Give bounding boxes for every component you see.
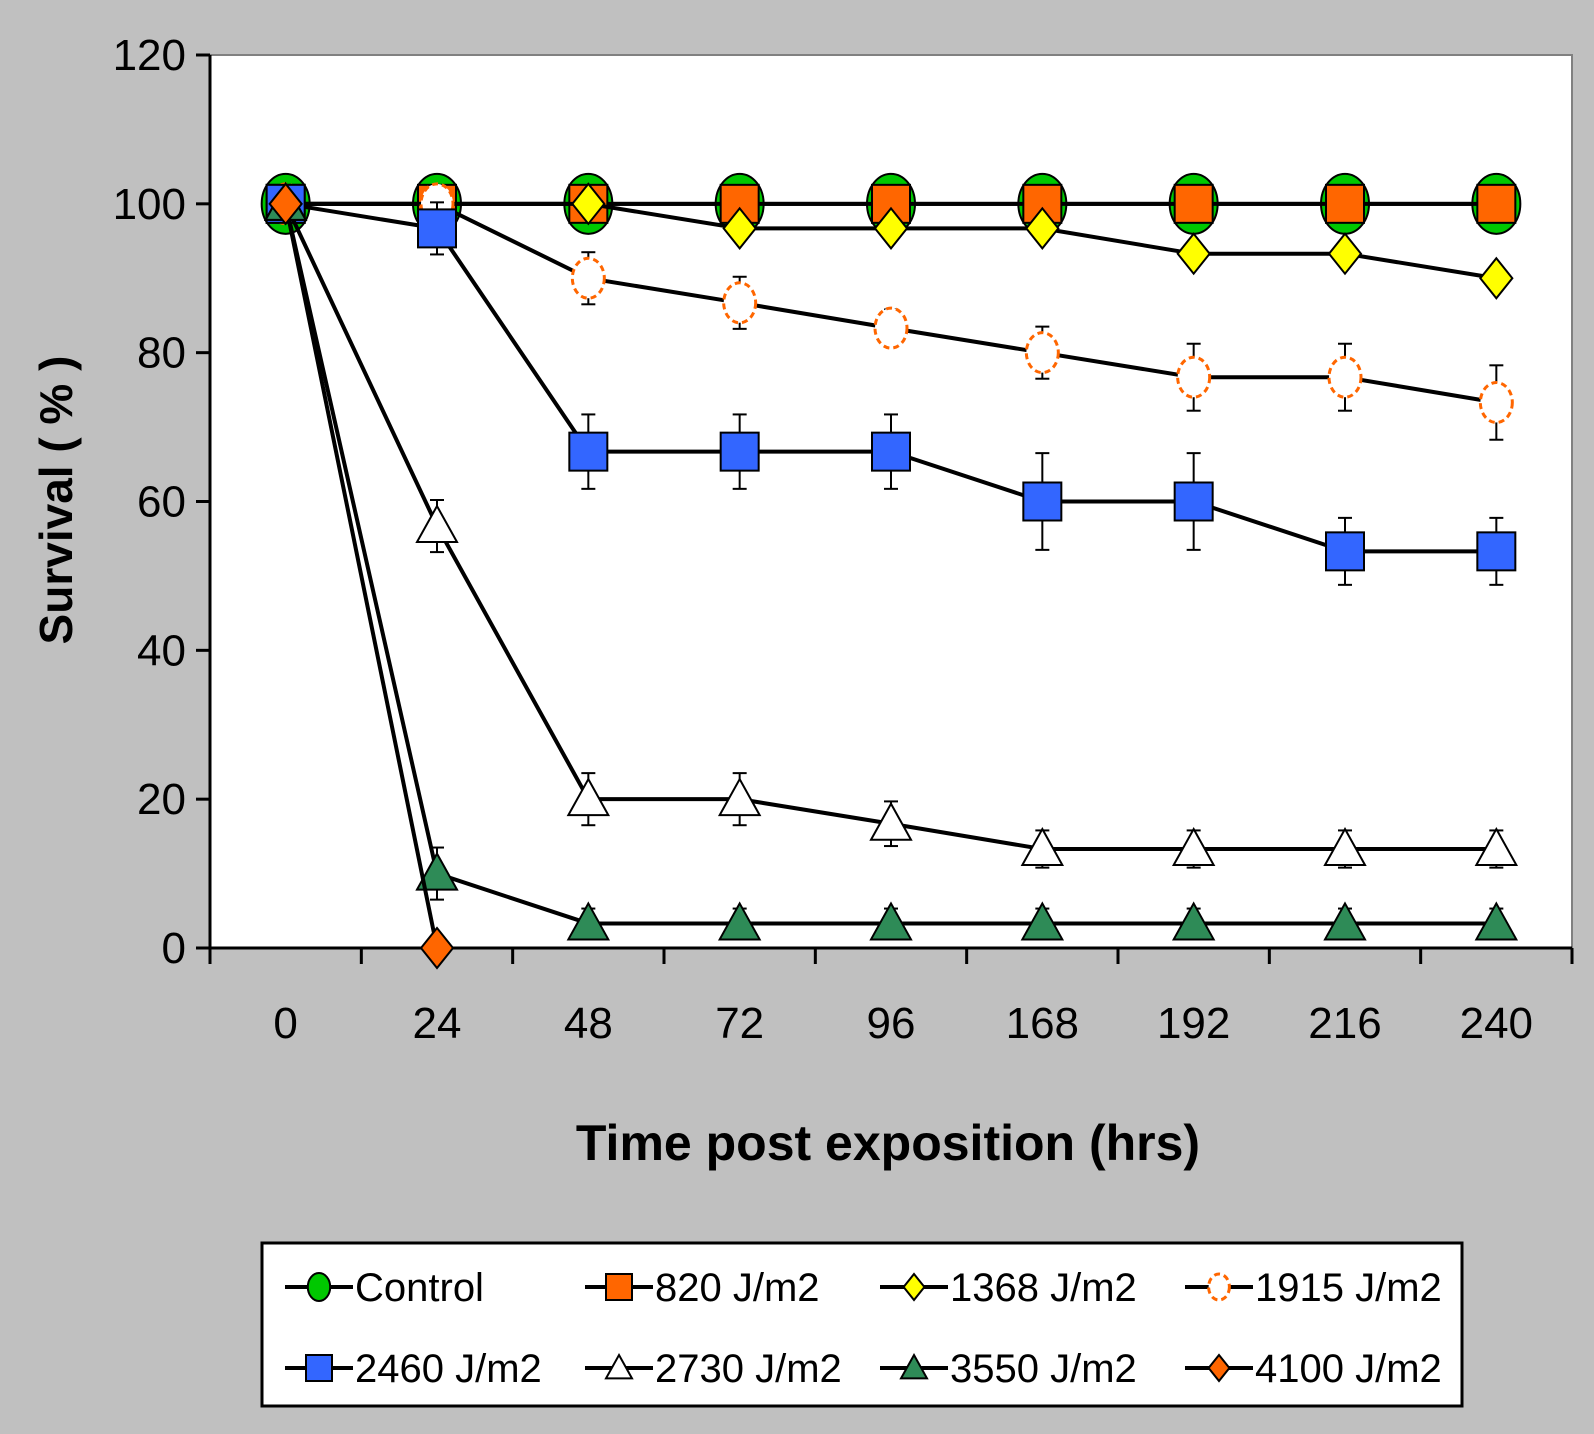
legend-item: 1915 J/m2 (1185, 1266, 1442, 1310)
legend-box (260, 1241, 1464, 1408)
x-tick-label: 216 (1308, 999, 1381, 1048)
data-point (717, 901, 762, 941)
x-tick-label: 72 (715, 999, 764, 1048)
legend: Control 820 J/m2 1368 J/m2 1915 J/m2 2460 J/… (260, 1241, 1464, 1408)
legend-item: 820 J/m2 (585, 1266, 820, 1310)
data-point (717, 777, 762, 817)
x-tick-label: 48 (564, 999, 613, 1048)
x-tick-label: 240 (1460, 999, 1533, 1048)
data-point (1176, 232, 1211, 276)
data-point (873, 206, 909, 250)
data-point (719, 431, 760, 472)
data-point (722, 281, 758, 325)
data-point (571, 182, 606, 226)
legend-marker (1207, 1353, 1231, 1383)
legend-marker (604, 1352, 634, 1380)
legend-item: 4100 J/m2 (1185, 1347, 1442, 1391)
y-tick-label: 60 (137, 478, 186, 527)
x-tick-label: 192 (1157, 999, 1230, 1048)
data-point (1176, 355, 1212, 399)
legend-marker (306, 1272, 332, 1302)
data-point (1020, 901, 1065, 941)
legend-item: 2730 J/m2 (585, 1347, 842, 1391)
data-point (1323, 826, 1367, 867)
y-tick-label: 40 (137, 626, 186, 675)
y-tick-label: 120 (113, 31, 186, 80)
data-point (1476, 183, 1517, 224)
data-point (869, 901, 913, 941)
y-tick-label: 100 (113, 180, 186, 229)
series-line (283, 203, 439, 949)
legend-label: 1368 J/m2 (950, 1266, 1137, 1310)
data-point (1022, 481, 1063, 522)
data-point (566, 777, 611, 817)
data-point (1171, 826, 1216, 867)
data-point (1173, 481, 1214, 522)
legend-marker (902, 1272, 926, 1302)
legend-marker (899, 1352, 929, 1380)
legend-label: 2460 J/m2 (355, 1347, 542, 1391)
data-point (568, 431, 609, 472)
legend-marker (1207, 1272, 1231, 1302)
y-tick-label: 20 (137, 775, 186, 824)
y-tick-label: 80 (137, 329, 186, 378)
data-point (1479, 256, 1514, 300)
y-axis-title: Survival ( % ) (30, 356, 82, 645)
legend-item: 2460 J/m2 (285, 1347, 542, 1391)
x-tick-label: 24 (413, 999, 462, 1048)
data-point (1327, 232, 1363, 276)
data-point (268, 182, 303, 226)
legend-label: 2730 J/m2 (655, 1347, 842, 1391)
legend-label: Control (355, 1266, 484, 1310)
legend-label: 4100 J/m2 (1255, 1347, 1442, 1391)
series-2730-j-m2 (263, 181, 1519, 869)
data-point (1025, 206, 1060, 250)
data-point (415, 851, 459, 891)
x-tick-label: 96 (867, 999, 916, 1048)
series-2460-j-m2 (265, 183, 1517, 586)
y-tick-label: 0 (162, 924, 186, 973)
x-tick-label: 168 (1006, 999, 1079, 1048)
series-4100-j-m2 (268, 182, 455, 970)
data-point (415, 503, 459, 544)
x-axis-title: Time post exposition (hrs) (576, 1115, 1200, 1171)
legend-item: Control (285, 1266, 484, 1310)
data-point (1474, 826, 1519, 867)
data-point (419, 926, 455, 970)
legend-item: 3550 J/m2 (880, 1347, 1137, 1391)
x-tick-label: 0 (273, 999, 297, 1048)
data-point (1327, 355, 1363, 399)
data-point (570, 256, 606, 300)
data-point (1020, 826, 1065, 867)
data-point (1171, 901, 1216, 941)
data-point (722, 206, 757, 250)
data-point (1325, 531, 1365, 572)
data-point (1478, 381, 1514, 425)
data-point (1024, 331, 1060, 375)
series-group (260, 172, 1522, 970)
data-point (566, 901, 611, 941)
legend-marker (605, 1273, 633, 1301)
data-point (1173, 183, 1214, 224)
data-point (871, 431, 911, 472)
legend-label: 1915 J/m2 (1255, 1266, 1442, 1310)
data-point (873, 306, 909, 350)
series-3550-j-m2 (263, 181, 1519, 941)
data-point (417, 208, 457, 249)
data-point (869, 801, 913, 841)
data-point (1325, 183, 1365, 224)
legend-label: 820 J/m2 (655, 1266, 820, 1310)
data-point (1323, 901, 1367, 941)
legend-marker (305, 1354, 333, 1382)
legend-item: 1368 J/m2 (880, 1266, 1137, 1310)
data-point (1474, 901, 1519, 941)
legend-label: 3550 J/m2 (950, 1347, 1137, 1391)
data-point (1476, 531, 1517, 572)
